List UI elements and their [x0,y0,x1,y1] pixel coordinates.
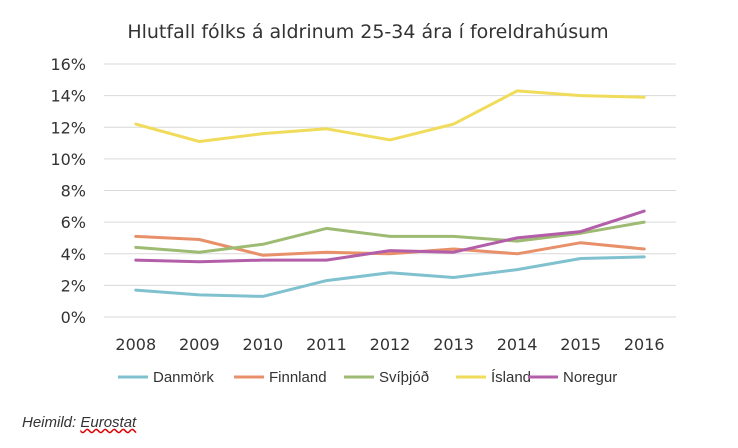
x-tick-label: 2008 [115,335,156,354]
y-tick-label: 2% [61,276,86,295]
series-line-Noregur [134,209,646,264]
x-tick-label: 2014 [497,335,538,354]
x-axis-tick-labels: 2008 2009 2010 2011 2012 2013 2014 2015 2016 [115,335,664,354]
x-tick-label: 2011 [306,335,347,354]
y-tick-label: 10% [50,150,86,169]
series-line-Danmörk [134,255,646,298]
legend-label: Noregur [563,369,617,386]
legend-label: Ísland [491,369,531,386]
series-lines [134,89,646,298]
x-tick-label: 2013 [433,335,474,354]
series-line-Finnland [134,234,646,257]
y-tick-label: 0% [61,308,86,327]
y-axis-tick-labels: 0% 2% 4% 6% 8% 10% 12% 14% 16% [50,55,86,327]
y-tick-label: 4% [61,245,86,264]
y-tick-label: 14% [50,87,86,106]
legend: Danmörk Finnland Svíþjóð Ísland Noregur [118,369,617,386]
x-tick-label: 2015 [560,335,601,354]
series-line-Svíþjóð [134,220,646,254]
legend-label: Svíþjóð [379,369,429,386]
x-tick-label: 2012 [370,335,411,354]
legend-label: Danmörk [153,369,214,386]
source-note: Heimild: Eurostat [22,414,136,431]
source-prefix: Heimild: [22,414,77,431]
y-tick-label: 16% [50,55,86,74]
source-name: Eurostat [80,414,137,431]
y-tick-label: 6% [61,213,86,232]
grid-lines [104,63,676,318]
x-tick-label: 2016 [624,335,665,354]
x-tick-label: 2010 [243,335,284,354]
y-tick-label: 8% [61,182,86,201]
x-tick-label: 2009 [179,335,220,354]
y-tick-label: 12% [50,118,86,137]
series-line-Ísland [134,89,646,143]
legend-label: Finnland [269,369,327,386]
chart-title: Hlutfall fólks á aldrinum 25-34 ára í fo… [127,21,608,43]
